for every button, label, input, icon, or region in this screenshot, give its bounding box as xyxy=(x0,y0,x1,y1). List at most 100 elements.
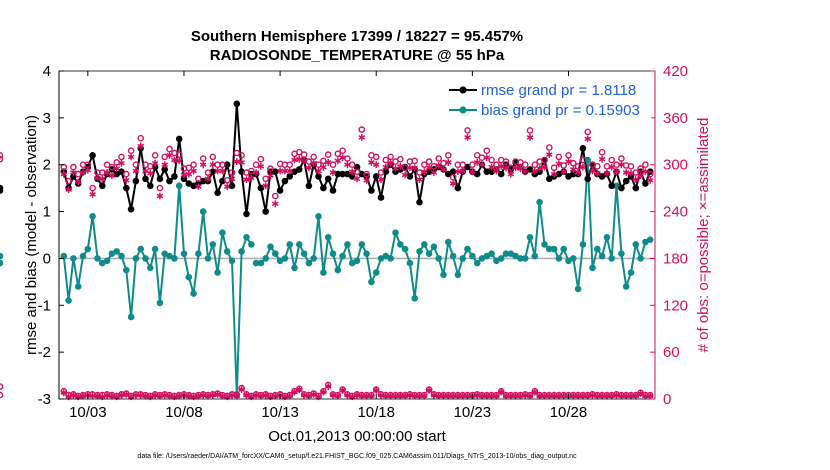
obs-possible-marker xyxy=(199,155,207,162)
obs-possible-marker xyxy=(329,161,337,168)
bias-point xyxy=(435,255,443,262)
obs-assimilated-marker xyxy=(324,383,332,390)
obs-assimilated-marker xyxy=(387,160,394,168)
obs-assimilated-marker xyxy=(151,391,159,399)
obs-assimilated-marker xyxy=(344,391,351,399)
obs-assimilated-marker xyxy=(209,161,217,169)
obs-assimilated-marker xyxy=(613,168,620,176)
rmse-point xyxy=(473,170,481,178)
obs-assimilated-marker xyxy=(430,169,438,176)
bias-point xyxy=(209,241,217,248)
bias-point xyxy=(517,255,524,262)
obs-assimilated-marker xyxy=(377,176,385,183)
right-y-axis-ticks: 0 60 120 180 240 300 360 420 xyxy=(650,63,688,408)
bias-point xyxy=(204,255,212,262)
bias-point xyxy=(195,250,202,257)
bias-point xyxy=(406,259,414,267)
obs-possible-marker xyxy=(459,161,467,168)
obs-possible-marker xyxy=(348,161,356,168)
obs-possible-marker xyxy=(151,151,159,159)
bias-point xyxy=(214,269,221,276)
bias-point xyxy=(473,259,481,267)
rmse-point xyxy=(233,100,241,108)
obs-assimilated-marker xyxy=(320,163,327,171)
obs-assimilated-marker xyxy=(642,168,649,176)
bias-point xyxy=(315,213,322,220)
obs-assimilated-marker xyxy=(440,166,447,173)
left-y-tick-label: 1 xyxy=(43,204,51,221)
bias-point xyxy=(142,255,149,262)
bias-point xyxy=(560,245,567,253)
obs-possible-marker xyxy=(526,127,534,134)
bias-point xyxy=(190,290,197,297)
bias-point xyxy=(353,257,361,265)
obs-possible-marker xyxy=(334,150,342,158)
rmse-point xyxy=(406,173,414,180)
rmse-point xyxy=(622,177,630,185)
obs-assimilated-marker xyxy=(435,162,443,169)
obs-assimilated-marker xyxy=(74,178,82,186)
obs-assimilated-marker xyxy=(233,392,241,400)
obs-assimilated-marker xyxy=(252,169,260,176)
rmse-point xyxy=(416,198,423,206)
bias-point xyxy=(320,269,327,276)
obs-assimilated-marker xyxy=(147,169,154,177)
obs-assimilated-marker xyxy=(646,176,654,184)
obs-assimilated-marker xyxy=(545,151,553,158)
bias-point xyxy=(156,299,164,307)
bias-point xyxy=(324,234,332,241)
bias-point xyxy=(627,269,635,276)
obs-assimilated-marker xyxy=(286,167,294,175)
bias-point xyxy=(526,234,534,241)
bias-point xyxy=(622,283,630,290)
obs-possible-marker xyxy=(0,155,4,163)
obs-assimilated-marker xyxy=(305,392,313,400)
obs-assimilated-marker xyxy=(94,392,101,400)
obs-assimilated-marker xyxy=(108,172,116,179)
obs-assimilated-marker xyxy=(449,180,457,187)
obs-assimilated-marker xyxy=(247,174,255,182)
rmse-point xyxy=(147,182,154,190)
bias-point xyxy=(401,245,409,253)
rmse-point xyxy=(526,166,534,173)
obs-possible-marker xyxy=(507,164,515,172)
obs-assimilated-marker xyxy=(401,392,409,400)
bias-series xyxy=(0,156,654,398)
obs-assimilated-marker xyxy=(214,390,221,398)
obs-possible-marker xyxy=(0,391,4,399)
obs-assimilated-marker xyxy=(517,392,524,400)
bias-point xyxy=(358,241,366,248)
obs-assimilated-marker xyxy=(108,392,116,400)
obs-assimilated-marker xyxy=(243,176,250,183)
obs-assimilated-marker xyxy=(334,392,342,400)
right-y-tick-label: 0 xyxy=(663,391,671,408)
bias-point xyxy=(421,241,428,248)
obs-possible-marker xyxy=(598,148,606,156)
bias-point xyxy=(267,243,274,250)
obs-assimilated-marker xyxy=(584,135,592,143)
obs-assimilated-marker xyxy=(296,386,303,393)
data-file-footnote: data file: /Users/raeder/DAI/ATM_forcXX/… xyxy=(137,453,577,460)
bias-point xyxy=(459,255,467,262)
obs-assimilated-marker xyxy=(286,392,294,400)
obs-assimilated-marker xyxy=(238,386,245,393)
obs-assimilated-marker xyxy=(271,200,279,208)
bias-point xyxy=(0,259,4,267)
obs-possible-marker xyxy=(435,155,443,162)
rmse-point xyxy=(608,182,615,190)
obs-assimilated-marker xyxy=(300,391,308,399)
obs-assimilated-marker xyxy=(473,391,481,399)
rmse-point xyxy=(99,182,106,190)
obs-assimilated-marker xyxy=(65,186,72,194)
bias-point xyxy=(344,241,351,248)
obs-assimilated-marker xyxy=(363,176,370,184)
bias-point xyxy=(632,241,640,248)
obs-assimilated-marker xyxy=(204,392,212,400)
obs-assimilated-marker xyxy=(521,391,529,399)
obs-assimilated-marker xyxy=(70,391,77,399)
bias-point xyxy=(113,248,120,255)
obs-possible-marker xyxy=(146,162,154,170)
bias-point xyxy=(536,198,543,206)
rmse-point xyxy=(257,184,265,192)
bias-point xyxy=(469,252,476,260)
